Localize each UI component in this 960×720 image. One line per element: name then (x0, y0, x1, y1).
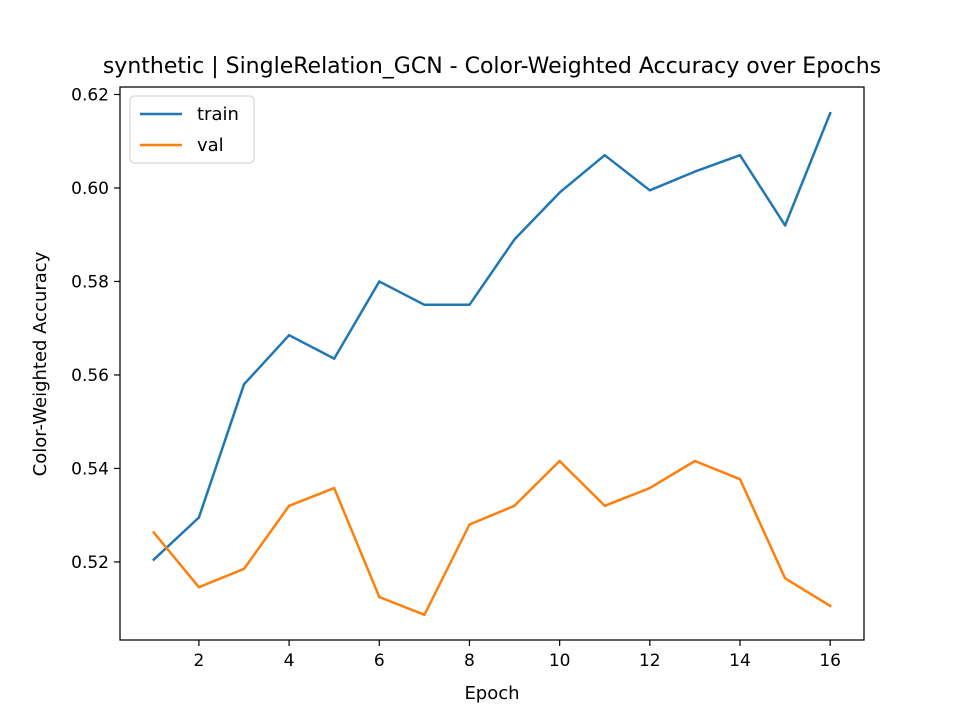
y-tick-label: 0.60 (71, 179, 109, 199)
series-line-train (152, 111, 832, 562)
data-point-train (738, 154, 742, 157)
data-point-val (378, 595, 381, 599)
data-point-val (197, 586, 201, 589)
series-line-val (152, 459, 832, 617)
legend: train val (129, 95, 255, 164)
data-point-train (287, 334, 291, 337)
x-tick-label: 2 (193, 651, 204, 671)
y-tick-label: 0.54 (71, 459, 109, 479)
chart-title: synthetic | SingleRelation_GCN - Color-W… (103, 54, 881, 79)
data-point-val (513, 504, 516, 507)
data-point-train (423, 303, 426, 306)
data-point-val (648, 486, 651, 490)
data-point-train (693, 170, 697, 173)
y-tick-label: 0.62 (71, 85, 109, 105)
data-point-val (558, 459, 561, 463)
data-point-train (513, 238, 516, 241)
data-point-val (783, 577, 787, 580)
x-tick-label: 8 (464, 651, 475, 671)
data-point-train (468, 303, 471, 306)
data-point-train (558, 191, 561, 194)
data-point-train (829, 112, 832, 115)
data-point-val (468, 523, 471, 526)
data-point-val (152, 531, 155, 534)
data-point-train (783, 224, 787, 227)
data-point-val (603, 504, 606, 507)
y-tick-label: 0.56 (71, 366, 109, 386)
data-point-train (378, 280, 381, 283)
x-axis-label: Epoch (464, 683, 519, 704)
data-point-val (738, 478, 742, 481)
data-point-train (242, 383, 246, 386)
data-point-val (333, 486, 336, 490)
data-point-train (603, 154, 606, 157)
x-axis: 2 4 6 8 10 12 14 16 (193, 640, 841, 671)
legend-label-train: train (197, 104, 239, 125)
data-point-train (333, 357, 336, 360)
plot-area (152, 111, 832, 617)
plot-frame (119, 86, 865, 641)
data-point-val (829, 604, 832, 608)
data-point-train (648, 189, 651, 192)
data-point-val (423, 613, 426, 616)
data-point-train (152, 558, 155, 561)
x-tick-label: 12 (639, 651, 661, 671)
data-point-val (693, 459, 697, 463)
y-axis: 0.52 0.54 0.56 0.58 0.60 0.62 (71, 85, 120, 573)
x-tick-label: 4 (284, 651, 295, 671)
y-axis-label: Color-Weighted Accuracy (30, 251, 51, 476)
y-tick-label: 0.58 (71, 272, 109, 292)
x-tick-label: 10 (549, 651, 571, 671)
y-tick-label: 0.52 (71, 553, 109, 573)
x-tick-label: 16 (819, 651, 841, 671)
data-point-val (287, 504, 291, 507)
data-point-val (242, 567, 246, 571)
legend-label-val: val (197, 135, 224, 156)
data-point-train (197, 516, 201, 519)
x-tick-label: 6 (374, 651, 385, 671)
x-tick-label: 14 (729, 651, 751, 671)
